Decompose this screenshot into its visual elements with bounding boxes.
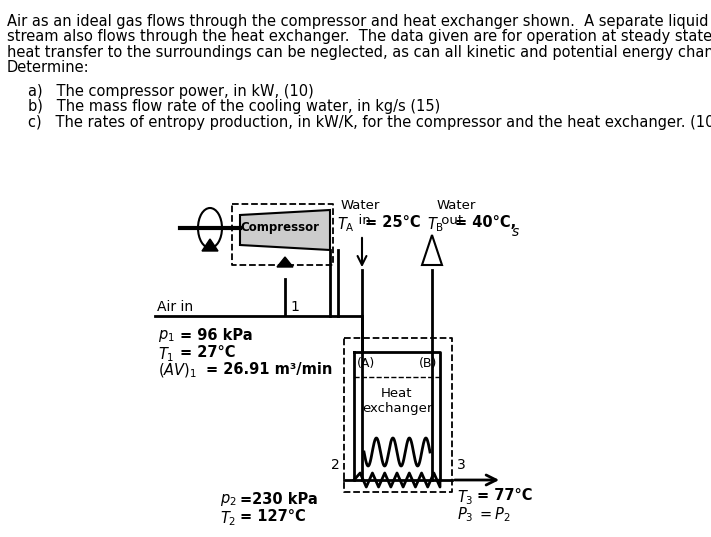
Text: $T_\mathrm{A}$: $T_\mathrm{A}$: [337, 215, 355, 234]
Text: s: s: [512, 225, 519, 239]
Text: stream also flows through the heat exchanger.  The data given are for operation : stream also flows through the heat excha…: [7, 30, 711, 45]
Text: $(AV)_1$: $(AV)_1$: [158, 362, 197, 380]
Polygon shape: [240, 210, 330, 250]
Text: Water
  in: Water in: [341, 199, 380, 227]
Text: = 27°C: = 27°C: [180, 345, 235, 360]
Text: =230 kPa: =230 kPa: [240, 492, 318, 507]
Text: Determine:: Determine:: [7, 61, 90, 76]
Text: = 77°C: = 77°C: [477, 488, 533, 503]
Text: = 96 kPa: = 96 kPa: [180, 328, 252, 343]
Text: = 26.91 m³/min: = 26.91 m³/min: [206, 362, 332, 377]
Text: $T_1$: $T_1$: [158, 345, 174, 364]
Text: exchanger: exchanger: [362, 402, 432, 415]
Text: 2: 2: [331, 458, 340, 472]
Text: (A): (A): [357, 357, 375, 370]
Text: heat transfer to the surroundings can be neglected, as can all kinetic and poten: heat transfer to the surroundings can be…: [7, 45, 711, 60]
Text: = 25°C: = 25°C: [365, 215, 421, 230]
Text: b)   The mass flow rate of the cooling water, in kg/s (15): b) The mass flow rate of the cooling wat…: [28, 99, 440, 114]
Text: $p_2$: $p_2$: [220, 492, 237, 508]
Text: Water
 out: Water out: [437, 199, 476, 227]
Text: = 127°C: = 127°C: [240, 509, 306, 524]
Text: $p_1$: $p_1$: [158, 328, 175, 344]
Text: $T_2$: $T_2$: [220, 509, 236, 528]
Text: Air as an ideal gas flows through the compressor and heat exchanger shown.  A se: Air as an ideal gas flows through the co…: [7, 14, 711, 29]
Text: a)   The compressor power, in kW, (10): a) The compressor power, in kW, (10): [28, 84, 314, 99]
Text: Compressor: Compressor: [240, 221, 319, 235]
Polygon shape: [277, 257, 293, 267]
Text: $P_3$: $P_3$: [457, 505, 474, 524]
Text: $T_3$: $T_3$: [457, 488, 474, 507]
Text: (B): (B): [419, 357, 437, 370]
Text: $T_\mathrm{B}$: $T_\mathrm{B}$: [427, 215, 444, 234]
Text: c)   The rates of entropy production, in kW/K, for the compressor and the heat e: c) The rates of entropy production, in k…: [28, 115, 711, 130]
Text: 3: 3: [457, 458, 466, 472]
Text: Heat: Heat: [381, 387, 413, 400]
Text: = 40°C,: = 40°C,: [455, 215, 516, 230]
Text: $= P_2$: $= P_2$: [477, 505, 511, 524]
Text: 1: 1: [290, 300, 299, 314]
Text: Air in: Air in: [157, 300, 193, 314]
Polygon shape: [202, 239, 218, 251]
